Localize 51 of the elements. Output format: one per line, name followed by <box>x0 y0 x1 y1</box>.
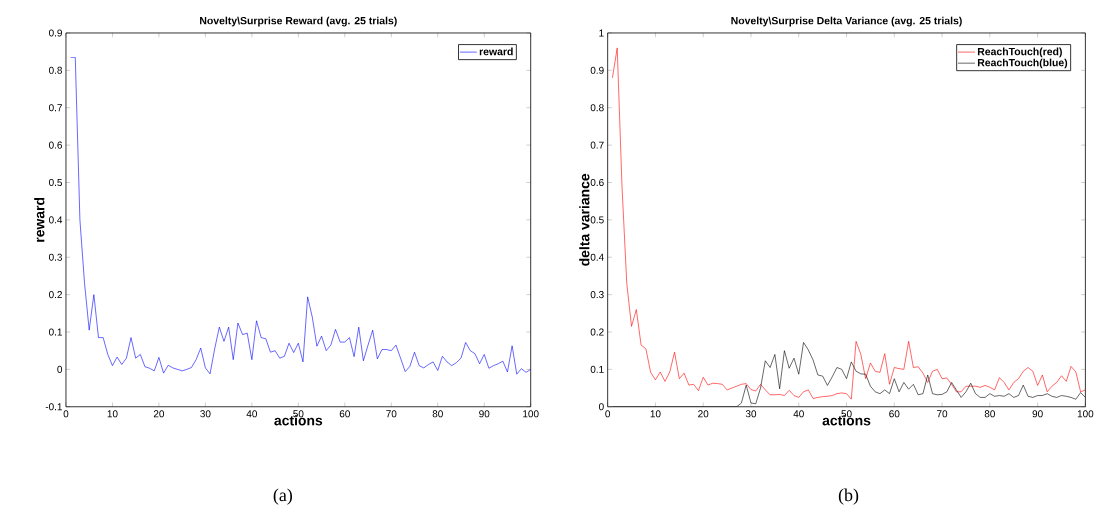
y-axis-title: delta variance <box>579 174 590 266</box>
y-tick-label: 0.8 <box>49 66 63 75</box>
y-tick-label: 0.7 <box>590 141 604 149</box>
x-tick-label: 20 <box>698 410 709 418</box>
legend-label: ReachTouch(blue) <box>977 58 1068 69</box>
y-tick-label: 0.9 <box>590 66 604 75</box>
y-tick-label: 0.4 <box>590 253 604 261</box>
x-tick-label: 10 <box>650 410 661 418</box>
x-tick-label: 70 <box>937 410 948 418</box>
y-tick-label: 0.1 <box>49 328 62 336</box>
y-tick-label: 0.7 <box>49 104 62 112</box>
x-tick-label: 0 <box>605 410 611 418</box>
y-tick-label: 1 <box>599 29 604 37</box>
y-tick-label: 0.5 <box>49 179 63 187</box>
y-tick-label: 0.3 <box>590 291 604 299</box>
y-tick-label: 0.5 <box>590 216 604 224</box>
legend-label: ReachTouch(red) <box>977 47 1062 58</box>
x-tick-label: 100 <box>523 410 539 418</box>
x-tick-label: 0 <box>63 410 69 418</box>
x-tick-label: 90 <box>1032 410 1043 418</box>
chart-title: Novelty\Surprise Reward (avg. 25 trials) <box>200 16 397 27</box>
x-tick-label: 60 <box>889 410 900 418</box>
x-tick-label: 30 <box>200 410 211 418</box>
x-tick-label: 80 <box>432 410 443 418</box>
y-tick-label: 0.3 <box>49 253 63 261</box>
x-tick-label: 30 <box>745 410 757 418</box>
y-tick-label: 0.9 <box>49 29 62 37</box>
x-tick-label: 70 <box>386 410 397 418</box>
text: (a) <box>273 488 293 505</box>
x-tick-label: 80 <box>984 410 995 418</box>
x-tick-label: 40 <box>246 410 258 418</box>
y-tick-label: 0.6 <box>49 141 63 149</box>
y-tick-label: 0.4 <box>49 216 63 224</box>
x-tick-label: 40 <box>793 410 804 418</box>
y-tick-label: 0.2 <box>49 291 62 299</box>
text: (b) <box>838 488 859 505</box>
y-tick-label: 0.1 <box>590 366 604 374</box>
x-tick-label: 90 <box>479 410 490 418</box>
y-tick-label: 0.2 <box>590 328 604 336</box>
y-tick-label: 0 <box>57 366 63 374</box>
chart-title: Novelty\Surprise Delta Variance (avg. 25 trials) <box>731 16 962 27</box>
x-tick-label: 100 <box>1077 410 1094 418</box>
y-tick-label: 0.6 <box>590 179 604 187</box>
x-tick-label: 10 <box>107 410 118 418</box>
y-tick-label: 0 <box>598 403 604 411</box>
y-tick-label: 0.8 <box>590 104 604 112</box>
y-tick-label: -0.1 <box>45 403 62 411</box>
legend-label: reward <box>479 47 513 56</box>
x-tick-label: 60 <box>339 410 350 418</box>
y-axis-title: reward <box>34 198 45 242</box>
x-tick-label: 20 <box>153 410 165 418</box>
